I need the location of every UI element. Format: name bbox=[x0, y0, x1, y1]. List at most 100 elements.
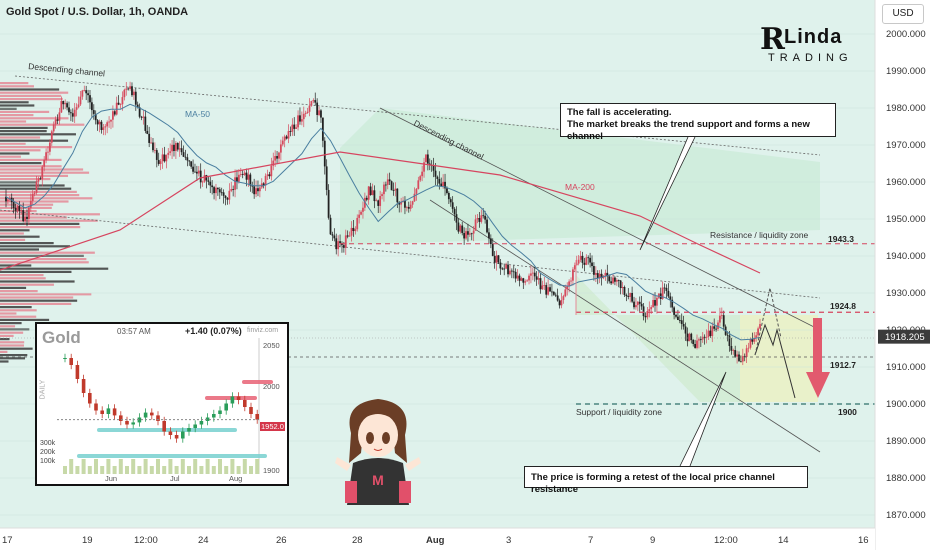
candle-body bbox=[176, 143, 179, 150]
candle-body bbox=[360, 211, 362, 215]
candle-body bbox=[87, 93, 89, 96]
inset-volume bbox=[230, 459, 235, 474]
channel-line bbox=[379, 107, 821, 331]
candle-body bbox=[698, 339, 700, 341]
candle-body bbox=[102, 127, 105, 130]
inset-candle bbox=[230, 396, 235, 404]
anime-mascot: M bbox=[335, 399, 421, 505]
candle-body bbox=[245, 172, 248, 180]
inset-candle bbox=[69, 358, 73, 365]
candle-body bbox=[593, 266, 595, 275]
profile-bar bbox=[0, 296, 74, 299]
candle-body bbox=[73, 109, 76, 117]
candle-body bbox=[722, 315, 725, 327]
inset-band bbox=[77, 454, 267, 458]
candle-body bbox=[673, 307, 676, 315]
candle-body bbox=[192, 166, 194, 172]
candle-body bbox=[757, 328, 759, 336]
profile-bar bbox=[0, 114, 34, 117]
profile-bar bbox=[0, 226, 81, 229]
candle-body bbox=[358, 214, 361, 218]
inset-volume bbox=[187, 466, 191, 474]
candle-body bbox=[507, 264, 509, 275]
candle-body bbox=[329, 217, 332, 235]
time-tick: 17 bbox=[2, 535, 13, 546]
chart-label: 1924.8 bbox=[830, 301, 856, 311]
candle-body bbox=[530, 273, 532, 276]
profile-bar bbox=[0, 341, 25, 344]
candle-body bbox=[257, 188, 259, 192]
candle-body bbox=[405, 206, 408, 208]
candle-body bbox=[646, 311, 649, 318]
candle-body bbox=[190, 161, 193, 167]
candle-body bbox=[518, 275, 521, 281]
inset-ytick: 1900 bbox=[263, 466, 280, 475]
candle-body bbox=[79, 96, 82, 105]
candle-body bbox=[688, 333, 691, 342]
inset-volume bbox=[125, 466, 129, 474]
candle-body bbox=[148, 133, 151, 143]
candle-body bbox=[699, 339, 702, 341]
candle-body bbox=[383, 184, 385, 195]
inset-candle bbox=[224, 403, 228, 411]
candle-body bbox=[342, 245, 345, 248]
inset-candle bbox=[212, 414, 216, 418]
candle-body bbox=[400, 201, 403, 205]
candle-body bbox=[5, 196, 7, 202]
inset-candle bbox=[243, 400, 247, 407]
candle-body bbox=[421, 171, 424, 177]
candle-body bbox=[680, 320, 683, 325]
candle-body bbox=[478, 218, 481, 222]
inset-volume bbox=[211, 466, 216, 474]
candle-body bbox=[127, 88, 130, 90]
candle-body bbox=[89, 95, 91, 103]
callout-top-line1: The fall is accelerating. bbox=[567, 107, 672, 118]
profile-bar bbox=[0, 274, 44, 277]
candle-body bbox=[447, 193, 450, 200]
candle-body bbox=[45, 152, 47, 160]
candle-body bbox=[155, 150, 158, 160]
candle-body bbox=[356, 217, 359, 230]
candle-body bbox=[476, 218, 479, 220]
profile-bar bbox=[0, 194, 80, 197]
callout-bottom: The price is forming a retest of the loc… bbox=[524, 466, 808, 495]
time-tick: 3 bbox=[506, 535, 511, 546]
ma200-line bbox=[0, 151, 761, 274]
candle-body bbox=[16, 205, 19, 211]
candle-body bbox=[369, 186, 372, 196]
profile-bar bbox=[0, 142, 26, 145]
price-tick: 1980.000 bbox=[886, 103, 926, 114]
candle-body bbox=[741, 356, 744, 362]
candle-body bbox=[134, 91, 137, 105]
candle-body bbox=[316, 102, 319, 115]
candle-body bbox=[96, 120, 99, 125]
candle-body bbox=[230, 189, 233, 191]
profile-bar bbox=[0, 258, 87, 261]
candle-body bbox=[90, 102, 93, 111]
inset-volume bbox=[131, 459, 136, 474]
candle-body bbox=[621, 287, 624, 289]
candle-body bbox=[543, 285, 546, 286]
chart-label: 1900 bbox=[838, 407, 857, 417]
inset-time: 03:57 AM bbox=[117, 327, 151, 336]
candle-body bbox=[253, 186, 256, 195]
inset-volume bbox=[205, 459, 210, 474]
currency-button[interactable]: USD bbox=[882, 4, 924, 24]
candle-body bbox=[390, 181, 393, 191]
candle-body bbox=[115, 102, 118, 115]
profile-bar bbox=[0, 312, 17, 315]
candle-body bbox=[371, 190, 374, 196]
candle-body bbox=[362, 207, 364, 212]
profile-bar bbox=[0, 165, 62, 168]
candle-body bbox=[612, 277, 614, 284]
candle-body bbox=[186, 157, 189, 161]
profile-bar bbox=[0, 315, 37, 318]
time-tick: 24 bbox=[198, 535, 209, 546]
profile-bar bbox=[0, 286, 27, 289]
candle-body bbox=[696, 340, 698, 348]
candle-body bbox=[201, 181, 204, 183]
candle-body bbox=[703, 336, 706, 338]
candle-body bbox=[596, 273, 599, 279]
candle-body bbox=[711, 326, 714, 337]
